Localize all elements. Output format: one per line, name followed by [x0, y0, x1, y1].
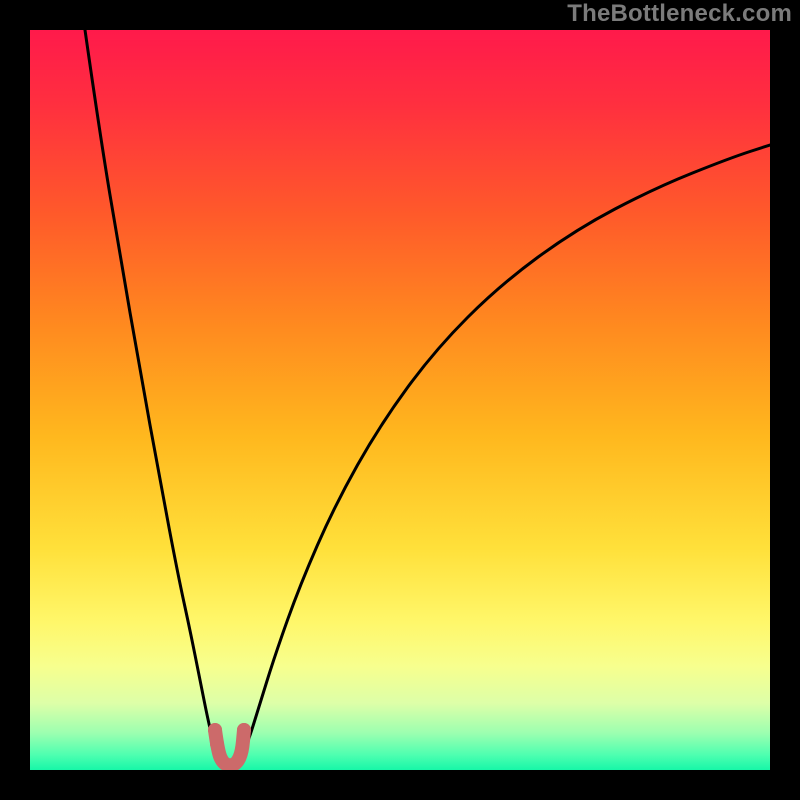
valley-marker-dot: [208, 723, 222, 737]
watermark-text: TheBottleneck.com: [567, 0, 792, 28]
valley-marker-dot: [237, 723, 251, 737]
valley-marker-dot: [210, 737, 224, 751]
plot-area: [30, 30, 770, 770]
plot-svg: [30, 30, 770, 770]
chart-container: TheBottleneck.com: [0, 0, 800, 800]
